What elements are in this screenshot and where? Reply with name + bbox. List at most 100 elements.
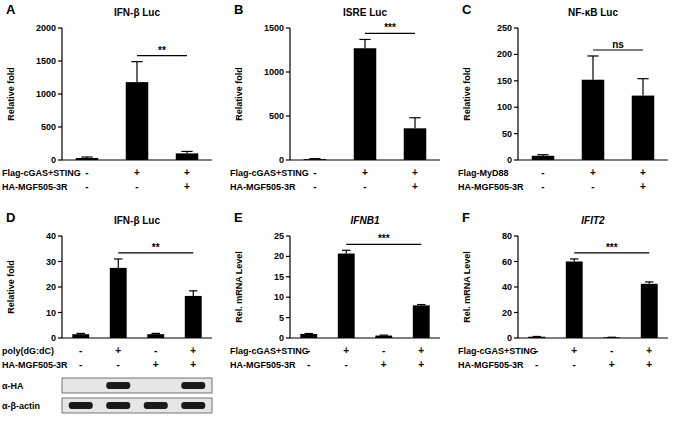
y-tick-label: 0 (507, 333, 512, 343)
error-cap (380, 335, 388, 336)
blot-strip (62, 398, 212, 413)
condition-sign: + (343, 345, 349, 356)
panel: BISRE LucRelative fold050010001500***Fla… (230, 2, 440, 192)
condition-sign: - (541, 167, 544, 178)
error-bar (189, 291, 197, 296)
y-tick-label: 1500 (264, 23, 284, 33)
y-axis-label: Rel. mRNA Level (462, 251, 472, 323)
error-cap (152, 333, 160, 334)
condition-sign: + (418, 345, 424, 356)
condition-sign: - (85, 167, 88, 178)
condition-label: Flag-cGAS+STING (230, 346, 309, 356)
error-cap (587, 55, 598, 56)
condition-sign: - (610, 345, 613, 356)
significance-label: ** (158, 45, 166, 56)
y-tick (286, 27, 290, 28)
y-tick-label: 100 (497, 102, 512, 112)
condition-sign: + (190, 359, 196, 370)
error-cap (637, 78, 648, 79)
error-bar (533, 336, 541, 337)
condition-sign: - (79, 345, 82, 356)
figure: AIFN-β LucRelative fold0500100015002000*… (0, 0, 685, 425)
y-tick-label: 0 (51, 155, 56, 165)
condition-sign: + (381, 359, 387, 370)
bar (632, 96, 655, 160)
condition-label: poly(dG:dC) (2, 346, 54, 356)
y-tick-label: 0 (279, 155, 284, 165)
condition-sign: + (184, 167, 190, 178)
y-tick-label: 1000 (36, 89, 56, 99)
condition-sign: + (590, 167, 596, 178)
error-bar (152, 333, 160, 335)
condition-sign: - (154, 345, 157, 356)
error-cap (359, 39, 370, 40)
y-tick (58, 261, 62, 262)
error-cap (645, 281, 653, 282)
bar (532, 156, 555, 160)
bar (147, 334, 164, 338)
condition-sign: + (640, 181, 646, 192)
page: {"chart_data": [ {"type": "bar", "panel_… (0, 0, 685, 425)
y-tick (286, 235, 290, 236)
bar (76, 158, 99, 160)
y-tick (58, 312, 62, 313)
blot-label: α-β-actin (2, 401, 40, 411)
error-cap (189, 290, 197, 291)
condition-label: HA-MGF505-3R (2, 360, 68, 370)
error-cap (309, 158, 320, 159)
error-bar (342, 250, 350, 253)
condition-sign: - (345, 359, 348, 370)
bar (72, 334, 89, 338)
condition-sign: - (535, 345, 538, 356)
y-tick-label: 20 (502, 308, 512, 318)
marks (300, 250, 429, 338)
condition-sign: - (135, 181, 138, 192)
error-stem (642, 79, 643, 96)
title: IFNB1 (351, 215, 380, 226)
error-cap (81, 156, 92, 157)
error-bar (570, 259, 578, 262)
significance-label: *** (606, 242, 618, 253)
error-cap (417, 304, 425, 305)
condition-sign: + (184, 181, 190, 192)
y-axis-label: Rel. mRNA Level (234, 251, 244, 323)
y-tick-label: 1500 (36, 56, 56, 66)
y-tick-label: 40 (502, 282, 512, 292)
marks (72, 259, 201, 338)
y-tick (58, 286, 62, 287)
marks (76, 62, 199, 160)
y-tick (514, 159, 518, 160)
y-tick-label: 60 (502, 257, 512, 267)
panel-label: C (462, 2, 472, 17)
y-tick-label: 2000 (36, 23, 56, 33)
error-bar (645, 282, 653, 284)
blot-strip (62, 378, 212, 393)
error-cap (533, 336, 541, 337)
y-tick (286, 317, 290, 318)
condition-sign: + (640, 167, 646, 178)
bar (528, 337, 545, 338)
y-tick (514, 261, 518, 262)
condition-sign: + (412, 181, 418, 192)
condition-sign: - (313, 181, 316, 192)
error-bar (81, 157, 92, 159)
error-bar (409, 118, 420, 129)
title: NF-κB Luc (568, 7, 618, 18)
condition-sign: - (79, 359, 82, 370)
condition-sign: + (646, 345, 652, 356)
error-cap (114, 258, 122, 259)
panel: EIFNB1Rel. mRNA Level0510152025***Flag-c… (230, 210, 440, 370)
error-cap (570, 258, 578, 259)
error-bar (537, 155, 548, 156)
blot-band (144, 402, 168, 409)
condition-sign: - (591, 181, 594, 192)
error-bar (359, 39, 370, 48)
y-axis (289, 236, 290, 338)
y-tick (514, 286, 518, 287)
bar (338, 254, 355, 338)
condition-label: Flag-cGAS+STING (2, 168, 81, 178)
y-tick-label: 1000 (264, 67, 284, 77)
condition-label: Flag-cGAS+STING (458, 346, 537, 356)
condition-sign: - (535, 359, 538, 370)
y-tick-label: 0 (51, 333, 56, 343)
